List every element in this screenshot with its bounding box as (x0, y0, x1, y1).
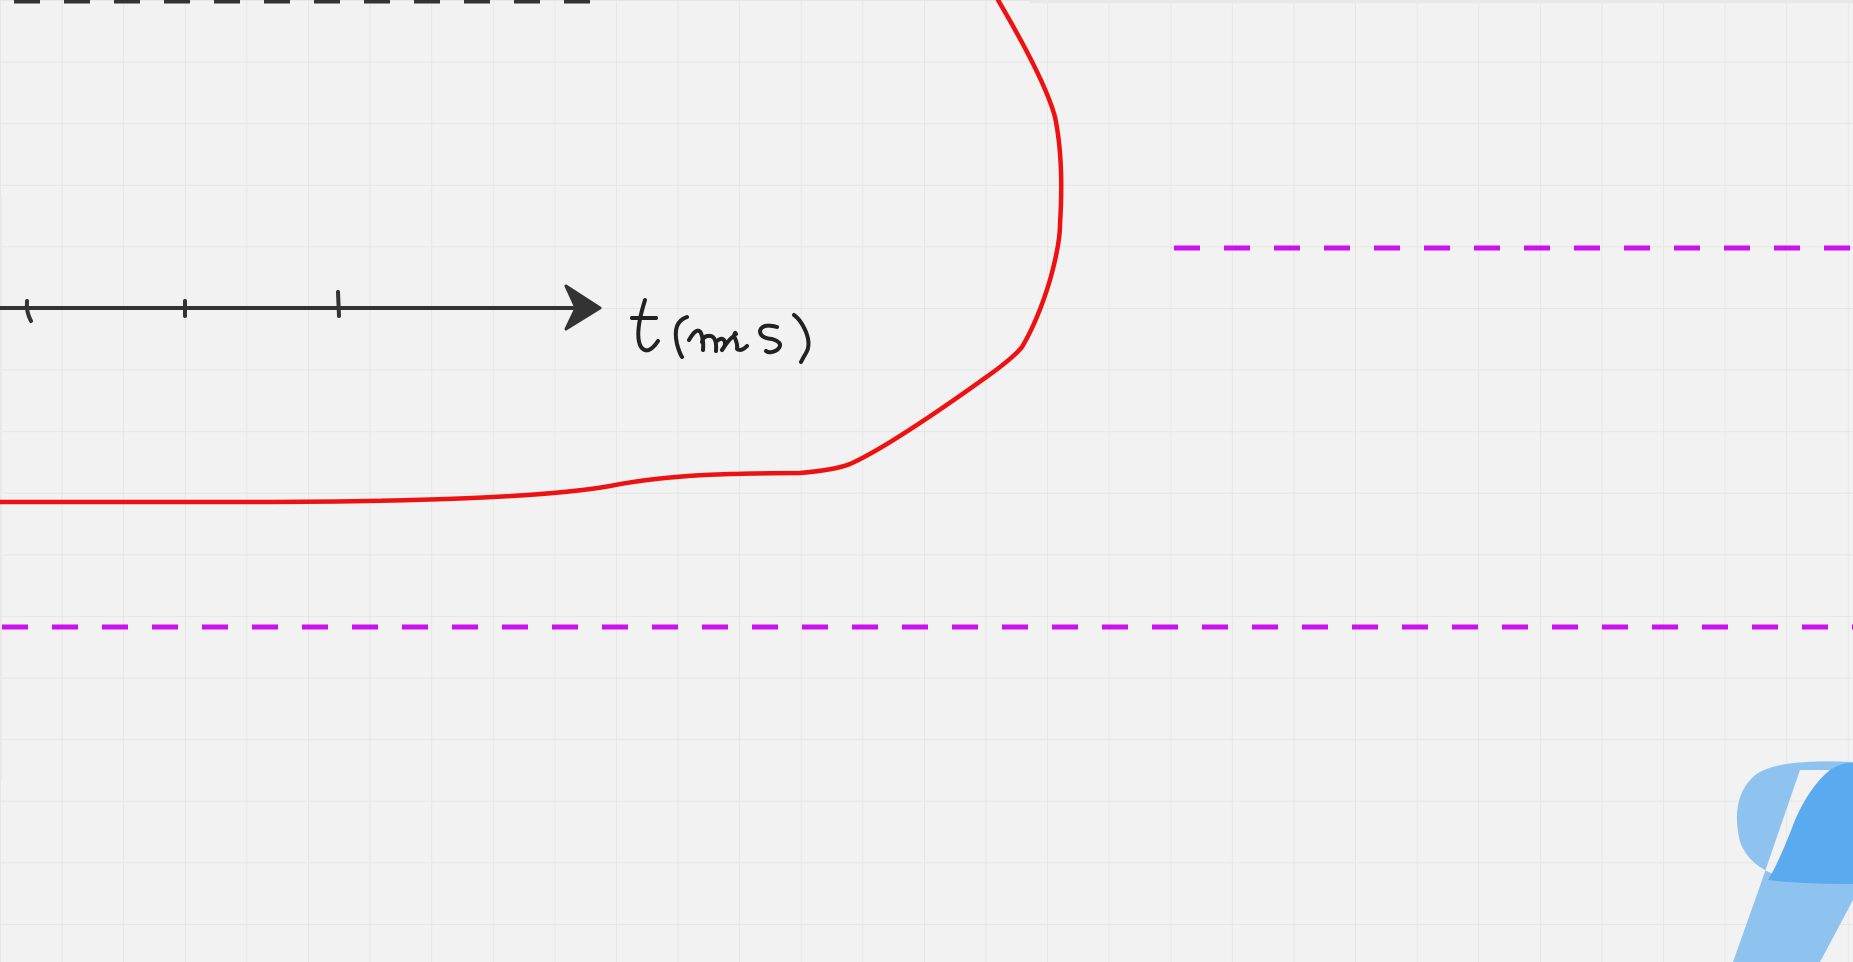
time-axis-tick-3 (336, 290, 341, 318)
time-axis-tick-1 (24, 299, 33, 323)
time-axis-label[interactable]: t(ms) (630, 298, 811, 364)
time-axis-arrowhead (564, 284, 602, 331)
blue-blob-dark (1768, 762, 1853, 884)
label-glyph-close-paren (792, 313, 811, 364)
label-glyph-s (758, 323, 783, 355)
time-axis[interactable] (0, 284, 602, 331)
blue-blob-light (1733, 761, 1853, 962)
label-glyph-t (630, 298, 660, 353)
left-edge-shadow (0, 195, 2, 780)
label-glyph-s-part (720, 330, 749, 352)
label-glyph-m (687, 328, 728, 353)
top-edge-shadow (1030, 0, 1853, 3)
red-curve[interactable] (0, 0, 1064, 505)
label-glyph-open-paren (673, 315, 689, 359)
blue-highlighter-stroke[interactable] (1733, 761, 1853, 962)
